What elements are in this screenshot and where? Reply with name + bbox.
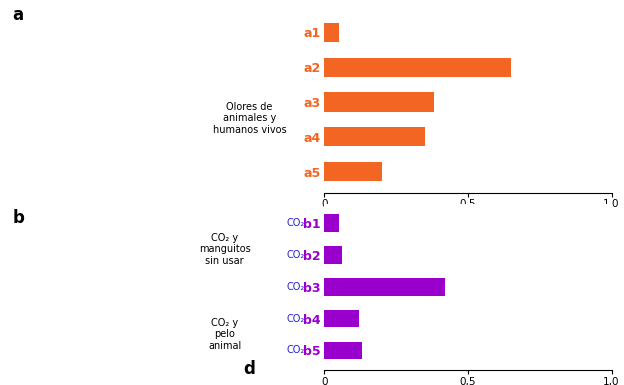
Text: CO₂: CO₂	[286, 282, 305, 292]
Text: CO₂: CO₂	[286, 314, 305, 324]
Text: d: d	[243, 360, 255, 378]
Bar	[324, 214, 339, 232]
Bar	[324, 278, 445, 296]
Bar	[324, 127, 425, 146]
Text: Olores de
animales y
humanos vivos: Olores de animales y humanos vivos	[213, 102, 286, 135]
Bar	[324, 58, 511, 77]
Text: CO₂: CO₂	[286, 250, 305, 260]
Text: CO₂ y
pelo
animal: CO₂ y pelo animal	[208, 318, 241, 351]
Text: CO₂: CO₂	[286, 345, 305, 355]
Bar	[324, 92, 434, 112]
Bar	[324, 310, 359, 327]
Text: CO₂ y
manguitos
sin usar: CO₂ y manguitos sin usar	[199, 233, 250, 266]
Text: a: a	[12, 6, 24, 24]
Text: b: b	[12, 209, 24, 228]
Text: CO₂: CO₂	[286, 218, 305, 228]
X-axis label: FRACCIÓN DE RESPUESTA: FRACCIÓN DE RESPUESTA	[397, 214, 539, 224]
Bar	[324, 162, 382, 181]
Bar	[324, 246, 342, 264]
Bar	[324, 23, 339, 42]
Bar	[324, 342, 362, 359]
